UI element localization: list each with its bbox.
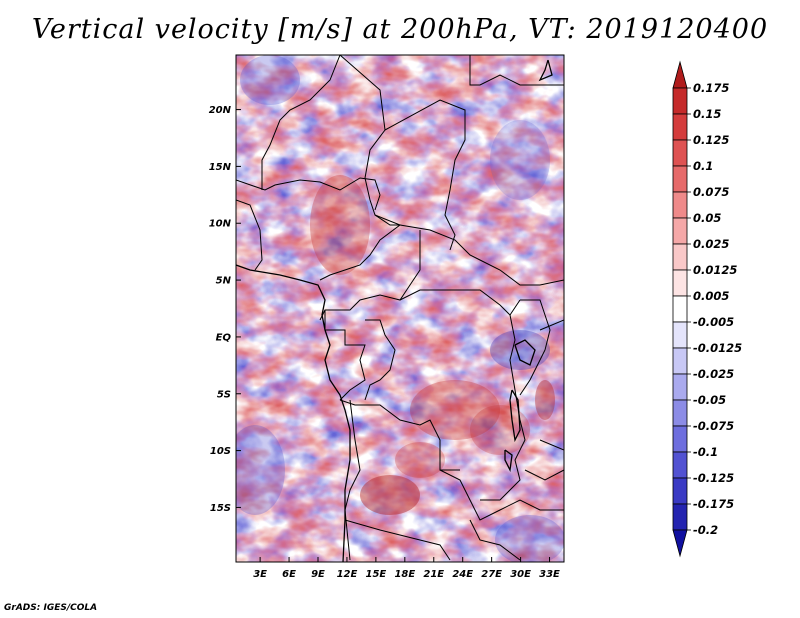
colorbar-label: 0.005 bbox=[693, 289, 729, 303]
lon-tick-label: 33E bbox=[539, 569, 560, 580]
colorbar-label: -0.125 bbox=[693, 471, 734, 485]
colorbar-label: 0.1 bbox=[693, 159, 713, 173]
lat-tick-label: EQ bbox=[216, 332, 232, 343]
colorbar-segment bbox=[672, 191, 688, 219]
lat-tick-label: 10N bbox=[209, 219, 232, 230]
colorbar-label: -0.075 bbox=[693, 419, 734, 433]
colorbar-segment bbox=[672, 399, 688, 427]
colorbar-segment bbox=[672, 477, 688, 505]
colorbar-label: -0.175 bbox=[693, 497, 734, 511]
lon-tick-label: 21E bbox=[423, 569, 444, 580]
colorbar-label: 0.075 bbox=[693, 185, 729, 199]
lon-tick-label: 9E bbox=[311, 569, 325, 580]
colorbar-segment bbox=[672, 347, 688, 375]
colorbar-label: 0.175 bbox=[693, 81, 729, 95]
colorbar-segment bbox=[672, 217, 688, 245]
lon-tick-label: 24E bbox=[452, 569, 473, 580]
lon-tick-label: 27E bbox=[481, 569, 502, 580]
velocity-field bbox=[236, 55, 564, 562]
lat-tick-label: 5N bbox=[216, 276, 232, 287]
map-frame bbox=[235, 54, 565, 563]
colorbar-segment bbox=[672, 321, 688, 349]
colorbar-segment bbox=[672, 87, 688, 115]
colorbar-segment bbox=[672, 295, 688, 323]
colorbar-label: 0.15 bbox=[693, 107, 721, 121]
colorbar-label: 0.125 bbox=[693, 133, 729, 147]
colorbar-label: -0.05 bbox=[693, 393, 726, 407]
colorbar-segment bbox=[672, 243, 688, 271]
colorbar-label: -0.2 bbox=[693, 523, 718, 537]
plot-title: Vertical velocity [m/s] at 200hPa, VT: 2… bbox=[31, 14, 769, 45]
colorbar-label: 0.025 bbox=[693, 237, 729, 251]
colorbar-segment bbox=[672, 425, 688, 453]
lat-tick-label: 15N bbox=[209, 162, 232, 173]
colorbar: 0.175 0.15 0.125 0.1 0.075 0.05 0.025 0.0125 0.0… bbox=[672, 60, 742, 558]
colorbar-label: -0.025 bbox=[693, 367, 734, 381]
longitude-axis: 3E 6E 9E 12E 15E 18E 21E 24E 27E 30E 33E bbox=[253, 557, 560, 580]
lon-tick-label: 3E bbox=[253, 569, 267, 580]
grads-credit: GrADS: IGES/COLA bbox=[4, 603, 98, 613]
colorbar-label: -0.1 bbox=[693, 445, 718, 459]
lon-tick-label: 6E bbox=[282, 569, 296, 580]
colorbar-segment bbox=[672, 503, 688, 531]
colorbar-segment bbox=[672, 529, 688, 558]
lon-tick-label: 18E bbox=[394, 569, 415, 580]
colorbar-label: 0.0125 bbox=[693, 263, 737, 277]
lat-tick-label: 15S bbox=[210, 503, 231, 514]
lon-tick-label: 30E bbox=[510, 569, 531, 580]
colorbar-segment bbox=[672, 165, 688, 193]
colorbar-label: -0.0125 bbox=[693, 341, 742, 355]
lat-tick-label: 10S bbox=[210, 446, 231, 457]
colorbar-segment bbox=[672, 373, 688, 401]
country-borders bbox=[236, 55, 564, 561]
colorbar-segment bbox=[672, 451, 688, 479]
lon-tick-label: 15E bbox=[366, 569, 387, 580]
colorbar-segment bbox=[672, 113, 688, 141]
latitude-axis: 20N 15N 10N 5N EQ 5S 10S 15S bbox=[209, 105, 241, 514]
lon-tick-label: 12E bbox=[337, 569, 358, 580]
colorbar-label: -0.005 bbox=[693, 315, 734, 329]
colorbar-segment bbox=[672, 139, 688, 167]
colorbar-segment bbox=[672, 60, 688, 89]
lat-tick-label: 5S bbox=[217, 389, 231, 400]
colorbar-segment bbox=[672, 269, 688, 297]
colorbar-label: 0.05 bbox=[693, 211, 721, 225]
coastline bbox=[236, 59, 553, 562]
lat-tick-label: 20N bbox=[209, 105, 232, 116]
